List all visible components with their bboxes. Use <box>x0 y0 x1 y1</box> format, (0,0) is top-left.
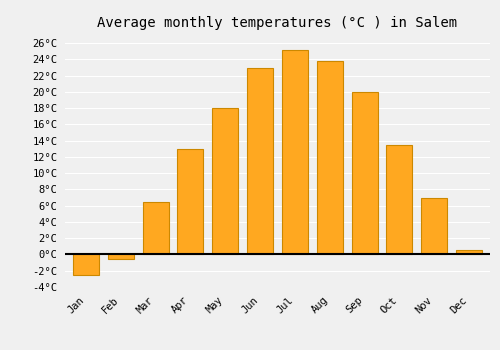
Bar <box>108 254 134 259</box>
Title: Average monthly temperatures (°C ) in Salem: Average monthly temperatures (°C ) in Sa… <box>98 16 458 30</box>
Bar <box>352 92 378 254</box>
Bar <box>386 145 412 254</box>
Bar <box>316 61 343 254</box>
Bar <box>212 108 238 254</box>
Bar <box>142 202 169 254</box>
Bar <box>247 68 273 254</box>
Bar <box>282 50 308 254</box>
Bar <box>421 198 448 254</box>
Bar <box>456 250 482 254</box>
Bar <box>73 254 99 275</box>
Bar <box>178 149 204 254</box>
